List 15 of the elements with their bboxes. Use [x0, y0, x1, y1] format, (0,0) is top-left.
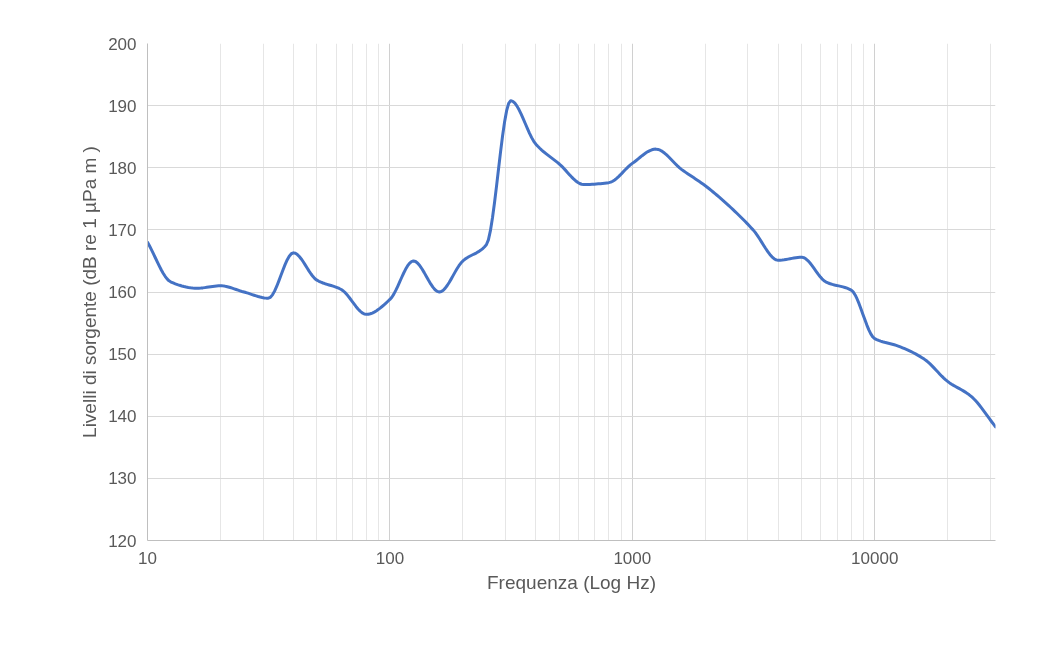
y-tick-label: 130 — [108, 469, 137, 489]
x-tick-label: 10 — [138, 548, 157, 568]
y-tick-label: 140 — [108, 407, 137, 427]
y-tick-label: 180 — [108, 158, 137, 178]
y-axis-title: Livelli di sorgente (dB re 1 µPa m ) — [79, 146, 101, 438]
x-axis-title: Frequenza (Log Hz) — [487, 571, 656, 593]
y-tick-label: 160 — [108, 283, 137, 302]
x-tick-label: 10000 — [851, 548, 899, 568]
x-tick-label: 1000 — [613, 548, 652, 568]
y-tick-label: 150 — [108, 345, 137, 365]
y-tick-label: 190 — [108, 96, 137, 116]
y-tick-label: 170 — [108, 220, 137, 240]
y-tick-label: 120 — [108, 531, 137, 551]
x-tick-label: 100 — [375, 548, 405, 568]
y-tick-label: 200 — [108, 34, 137, 54]
